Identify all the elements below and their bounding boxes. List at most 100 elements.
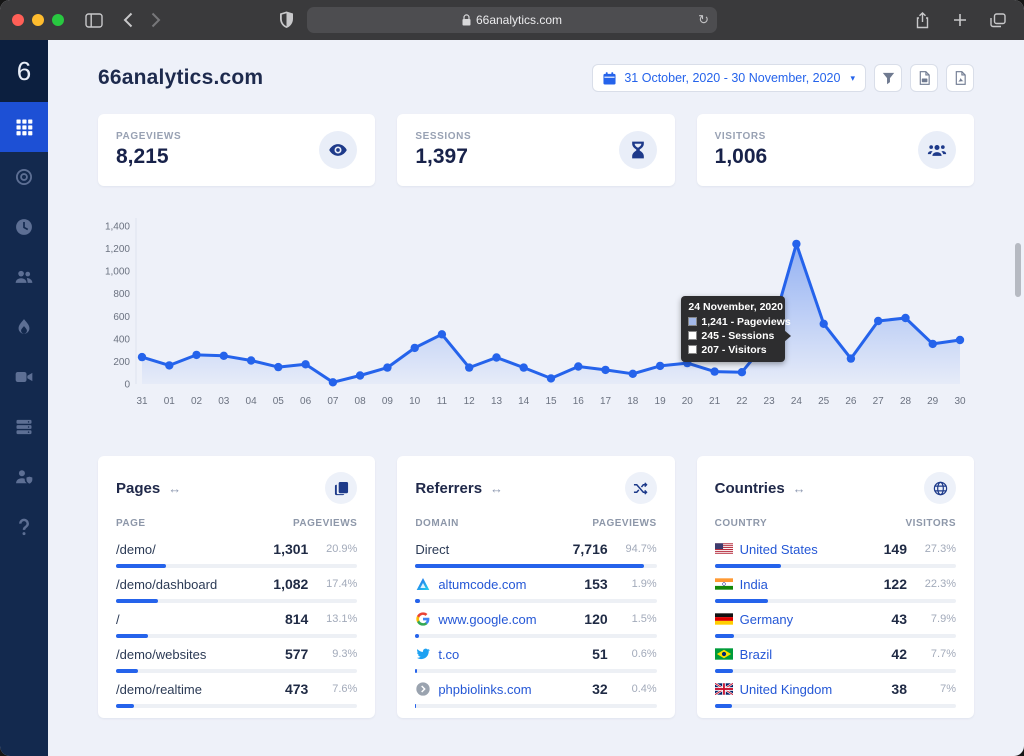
svg-text:29: 29 [927,396,939,407]
sidebar-item-video-camera[interactable] [0,352,48,402]
sidebar-item-user-shield[interactable] [0,452,48,502]
sidebar-item-flame[interactable] [0,302,48,352]
sidebar-item-bullseye[interactable] [0,152,48,202]
sidebar-item-grid[interactable] [0,102,48,152]
svg-text:21: 21 [709,396,721,407]
panel-title: Pages [116,479,161,497]
calendar-icon [603,71,616,85]
hourglass-icon [618,131,657,169]
row-percent: 7.7% [930,648,956,660]
back-button[interactable] [114,6,142,34]
row-label[interactable]: Brazil [739,646,773,662]
row-value: 122 [883,576,907,592]
row-percent: 1.9% [631,578,657,590]
progress-bar [415,599,657,603]
close-window-button[interactable] [12,14,24,26]
sidebar-toggle-icon[interactable] [80,6,108,34]
progress-bar [714,564,956,568]
export-pdf-button[interactable] [946,64,974,92]
row-value: 42 [891,646,907,662]
main-content: 66analytics.com 31 October, 2020 - 30 No… [48,40,1024,756]
stat-card-pageviews: PAGEVIEWS 8,215 [98,114,376,186]
reload-icon[interactable]: ↻ [698,12,709,27]
svg-text:18: 18 [627,396,639,407]
svg-text:14: 14 [518,396,530,407]
row-label[interactable]: Germany [739,611,794,627]
svg-text:07: 07 [327,396,339,407]
tab-overview-icon[interactable] [984,6,1012,34]
share-icon[interactable] [908,6,936,34]
row-value: 1,301 [273,541,309,557]
sidebar-item-clock[interactable] [0,202,48,252]
row-percent: 9.3% [332,648,358,660]
svg-text:10: 10 [409,396,421,407]
row-percent: 13.1% [326,613,358,625]
svg-text:400: 400 [113,334,130,345]
svg-text:600: 600 [113,312,130,323]
table-row: t.co 51 0.6% [415,638,657,673]
window-controls [12,14,64,26]
filter-button[interactable] [874,64,902,92]
row-percent: 1.5% [631,613,657,625]
svg-text:15: 15 [545,396,557,407]
progress-bar [116,669,358,673]
scrollbar-thumb[interactable] [1015,243,1021,297]
row-label[interactable]: India [739,576,768,592]
pdf-file-icon [955,71,966,85]
minimize-window-button[interactable] [32,14,44,26]
progress-bar [415,564,657,568]
svg-text:27: 27 [873,396,885,407]
tooltip-row: 1,241 - Pageviews [688,316,791,328]
globe-icon[interactable] [924,472,956,504]
address-bar[interactable]: 66analytics.com ↻ [307,7,717,33]
pageviews-chart[interactable]: 0 200 400 600 800 1,000 1,200 1,400 31 01 02 03 04 05… [98,212,974,430]
table-row: India 122 22.3% [714,568,956,603]
svg-text:31: 31 [136,396,148,407]
sidebar-item-question[interactable] [0,502,48,552]
clock-icon [14,217,34,237]
zoom-window-button[interactable] [52,14,64,26]
row-label[interactable]: United States [739,541,818,557]
new-tab-icon[interactable] [946,6,974,34]
expand-horizontal-icon[interactable]: ↔ [792,480,806,496]
svg-text:1,000: 1,000 [105,267,130,278]
expand-horizontal-icon[interactable]: ↔ [490,480,504,496]
browser-chrome: 66analytics.com ↻ [0,0,1024,40]
svg-text:25: 25 [818,396,830,407]
sidebar-item-users[interactable] [0,252,48,302]
svg-text:200: 200 [113,357,130,368]
row-percent: 20.9% [326,543,358,555]
flame-icon [14,317,34,337]
row-value: 43 [891,611,907,627]
date-range-picker[interactable]: 31 October, 2020 - 30 November, 2020 ▾ [592,64,866,92]
video-camera-icon [14,367,34,387]
shuffle-icon[interactable] [624,472,657,504]
row-percent: 0.4% [631,683,657,695]
row-value: 7,716 [572,541,608,557]
export-csv-button[interactable] [910,64,938,92]
table-row: United Kingdom 38 7% [714,673,956,708]
privacy-shield-icon[interactable] [272,6,300,34]
copy-icon[interactable] [325,472,358,504]
stat-label: PAGEVIEWS [116,131,182,142]
table-row: /demo/websites 577 9.3% [116,638,358,673]
stat-card-visitors: VISITORS 1,006 [696,114,974,186]
legend-swatch [688,345,698,355]
sidebar-item-server[interactable] [0,402,48,452]
expand-horizontal-icon[interactable]: ↔ [168,480,182,496]
forward-button[interactable] [142,6,170,34]
row-label[interactable]: t.co [438,646,460,662]
row-label[interactable]: www.google.com [438,611,537,627]
row-label[interactable]: phpbiolinks.com [438,681,532,697]
user-shield-icon [14,467,34,487]
row-label[interactable]: United Kingdom [739,681,833,697]
progress-bar [116,599,358,603]
row-label: /demo/dashboard [116,576,218,592]
table-row: Brazil 42 7.7% [714,638,956,673]
progress-bar [714,669,956,673]
app-logo[interactable]: 6 [0,40,48,102]
stat-value: 1,006 [714,145,768,168]
row-percent: 7.9% [930,613,956,625]
row-label[interactable]: altumcode.com [438,576,527,592]
svg-text:03: 03 [218,396,230,407]
